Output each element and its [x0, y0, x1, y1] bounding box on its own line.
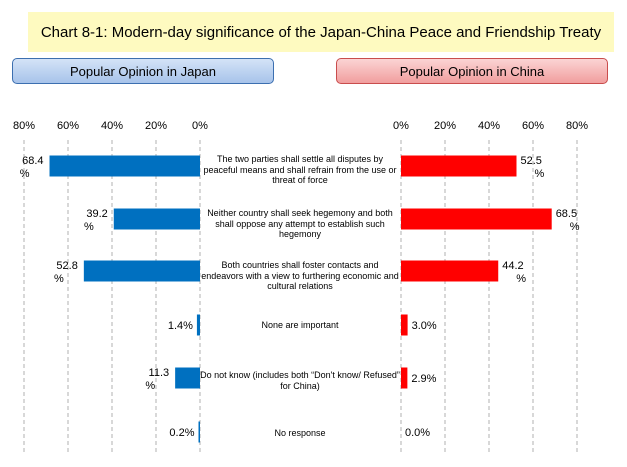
china-value-label: % — [516, 273, 526, 285]
china-value-label: 3.0% — [412, 320, 437, 332]
china-value-label: 52.5 — [521, 155, 542, 167]
japan-value-label: % — [20, 168, 30, 180]
category-label: No response — [274, 428, 326, 438]
tick-label-japan: 0% — [192, 120, 208, 132]
china-bar — [401, 208, 552, 230]
china-value-label: 0.0% — [405, 427, 430, 439]
category-label: None are important — [261, 320, 339, 330]
japan-bar — [196, 314, 200, 336]
category-label: Do not know (includes both “Don't know/ … — [200, 370, 400, 391]
tick-label-japan: 80% — [13, 120, 35, 132]
tick-label-china: 80% — [566, 120, 588, 132]
japan-bar — [113, 208, 200, 230]
tick-label-china: 60% — [522, 120, 544, 132]
china-bar — [401, 314, 408, 336]
china-value-label: 2.9% — [411, 373, 436, 385]
japan-value-label: % — [145, 380, 155, 392]
tick-label-china: 40% — [478, 120, 500, 132]
japan-value-label: 0.2% — [169, 427, 194, 439]
japan-bar — [49, 155, 200, 177]
china-bar — [401, 260, 499, 282]
tick-label-japan: 40% — [101, 120, 123, 132]
japan-value-label: % — [84, 221, 94, 233]
japan-value-label: 52.8 — [56, 260, 77, 272]
tick-label-china: 20% — [434, 120, 456, 132]
japan-value-label: % — [54, 273, 64, 285]
japan-bar — [198, 421, 200, 443]
china-value-label: 44.2 — [502, 260, 523, 272]
china-value-label: % — [535, 168, 545, 180]
tick-label-china: 0% — [393, 120, 409, 132]
japan-bar — [175, 367, 200, 389]
chart-title: Chart 8-1: Modern-day significance of th… — [28, 12, 614, 52]
tick-label-japan: 20% — [145, 120, 167, 132]
japan-value-label: 39.2 — [86, 208, 107, 220]
japan-value-label: 11.3 — [149, 367, 170, 379]
japan-bar — [83, 260, 200, 282]
china-value-label: % — [570, 221, 580, 233]
china-bar — [401, 155, 517, 177]
tick-label-japan: 60% — [57, 120, 79, 132]
japan-value-label: 1.4% — [168, 320, 193, 332]
japan-opinion-header: Popular Opinion in Japan — [12, 58, 274, 84]
category-label: The two parties shall settle all dispute… — [203, 154, 397, 185]
japan-value-label: 68.4 — [22, 155, 43, 167]
category-label: Neither country shall seek hegemony and … — [207, 208, 393, 239]
category-label: Both countries shall foster contacts and… — [201, 260, 399, 291]
china-value-label: 68.5 — [556, 208, 577, 220]
china-bar — [401, 367, 408, 389]
china-opinion-header: Popular Opinion in China — [336, 58, 608, 84]
